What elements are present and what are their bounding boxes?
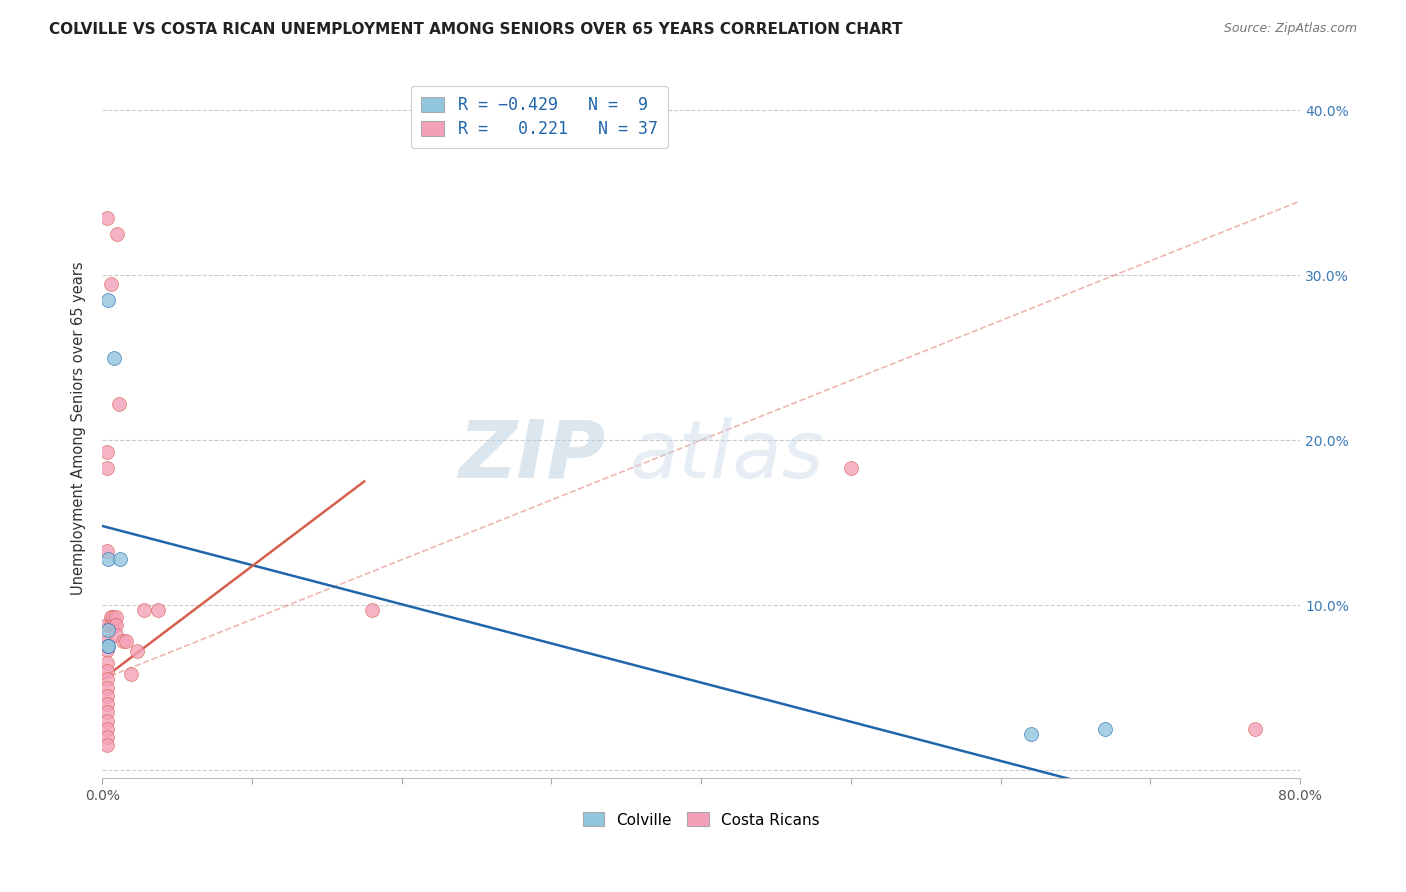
Point <box>97 640 120 654</box>
Point <box>120 667 142 681</box>
Point <box>96 697 118 711</box>
Point <box>96 714 118 728</box>
Text: atlas: atlas <box>630 417 824 495</box>
Point <box>1019 727 1042 741</box>
Point <box>96 461 118 475</box>
Point <box>96 543 118 558</box>
Point <box>104 609 127 624</box>
Point <box>96 722 118 736</box>
Point <box>104 618 127 632</box>
Point <box>96 730 118 744</box>
Point <box>1094 722 1116 736</box>
Point <box>839 461 862 475</box>
Point <box>104 628 127 642</box>
Point <box>115 634 138 648</box>
Point <box>125 644 148 658</box>
Point <box>108 552 131 566</box>
Point <box>97 552 120 566</box>
Point <box>146 603 169 617</box>
Point <box>112 634 135 648</box>
Point <box>103 618 125 632</box>
Point <box>101 609 124 624</box>
Point <box>96 642 118 657</box>
Point <box>97 623 120 637</box>
Point <box>96 634 118 648</box>
Point <box>96 211 118 225</box>
Point <box>96 738 118 752</box>
Text: Source: ZipAtlas.com: Source: ZipAtlas.com <box>1223 22 1357 36</box>
Point <box>103 351 125 365</box>
Point <box>96 618 118 632</box>
Point <box>97 293 120 307</box>
Point <box>100 609 122 624</box>
Legend: Colville, Costa Ricans: Colville, Costa Ricans <box>576 806 825 834</box>
Text: COLVILLE VS COSTA RICAN UNEMPLOYMENT AMONG SENIORS OVER 65 YEARS CORRELATION CHA: COLVILLE VS COSTA RICAN UNEMPLOYMENT AMO… <box>49 22 903 37</box>
Y-axis label: Unemployment Among Seniors over 65 years: Unemployment Among Seniors over 65 years <box>72 261 86 595</box>
Point <box>100 618 122 632</box>
Point <box>96 706 118 720</box>
Point <box>96 689 118 703</box>
Point <box>100 277 122 291</box>
Point <box>96 664 118 678</box>
Point <box>105 227 128 241</box>
Point <box>96 673 118 687</box>
Point <box>1244 722 1267 736</box>
Point <box>360 603 382 617</box>
Point <box>96 444 118 458</box>
Point <box>107 397 129 411</box>
Text: ZIP: ZIP <box>458 417 606 495</box>
Point <box>134 603 156 617</box>
Point <box>96 681 118 695</box>
Point <box>97 640 120 654</box>
Point <box>96 656 118 670</box>
